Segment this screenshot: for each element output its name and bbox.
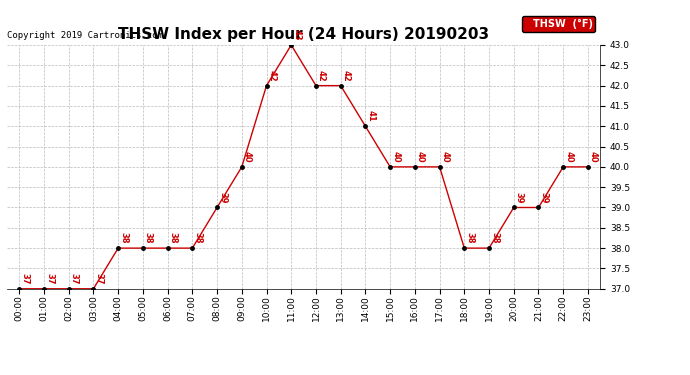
Text: 37: 37 <box>95 273 103 285</box>
Text: 42: 42 <box>317 70 326 81</box>
Text: 38: 38 <box>193 232 202 244</box>
Text: 37: 37 <box>45 273 54 285</box>
Text: 42: 42 <box>342 70 351 81</box>
Text: 39: 39 <box>515 192 524 203</box>
Text: 40: 40 <box>391 151 400 163</box>
Text: 40: 40 <box>416 151 425 163</box>
Text: 40: 40 <box>441 151 450 163</box>
Text: 43: 43 <box>293 29 302 41</box>
Text: 38: 38 <box>144 232 153 244</box>
Text: 39: 39 <box>218 192 227 203</box>
Text: 41: 41 <box>366 110 375 122</box>
Text: 38: 38 <box>119 232 128 244</box>
Text: Copyright 2019 Cartronics.com: Copyright 2019 Cartronics.com <box>7 31 163 40</box>
Text: 38: 38 <box>168 232 177 244</box>
Text: 40: 40 <box>589 151 598 163</box>
Text: 40: 40 <box>564 151 573 163</box>
Text: 42: 42 <box>268 70 277 81</box>
Title: THSW Index per Hour (24 Hours) 20190203: THSW Index per Hour (24 Hours) 20190203 <box>118 27 489 42</box>
Text: 38: 38 <box>465 232 474 244</box>
Text: 37: 37 <box>70 273 79 285</box>
Text: 40: 40 <box>243 151 252 163</box>
Text: 37: 37 <box>20 273 29 285</box>
Text: 39: 39 <box>540 192 549 203</box>
Legend: THSW  (°F): THSW (°F) <box>522 16 595 32</box>
Text: 38: 38 <box>490 232 499 244</box>
